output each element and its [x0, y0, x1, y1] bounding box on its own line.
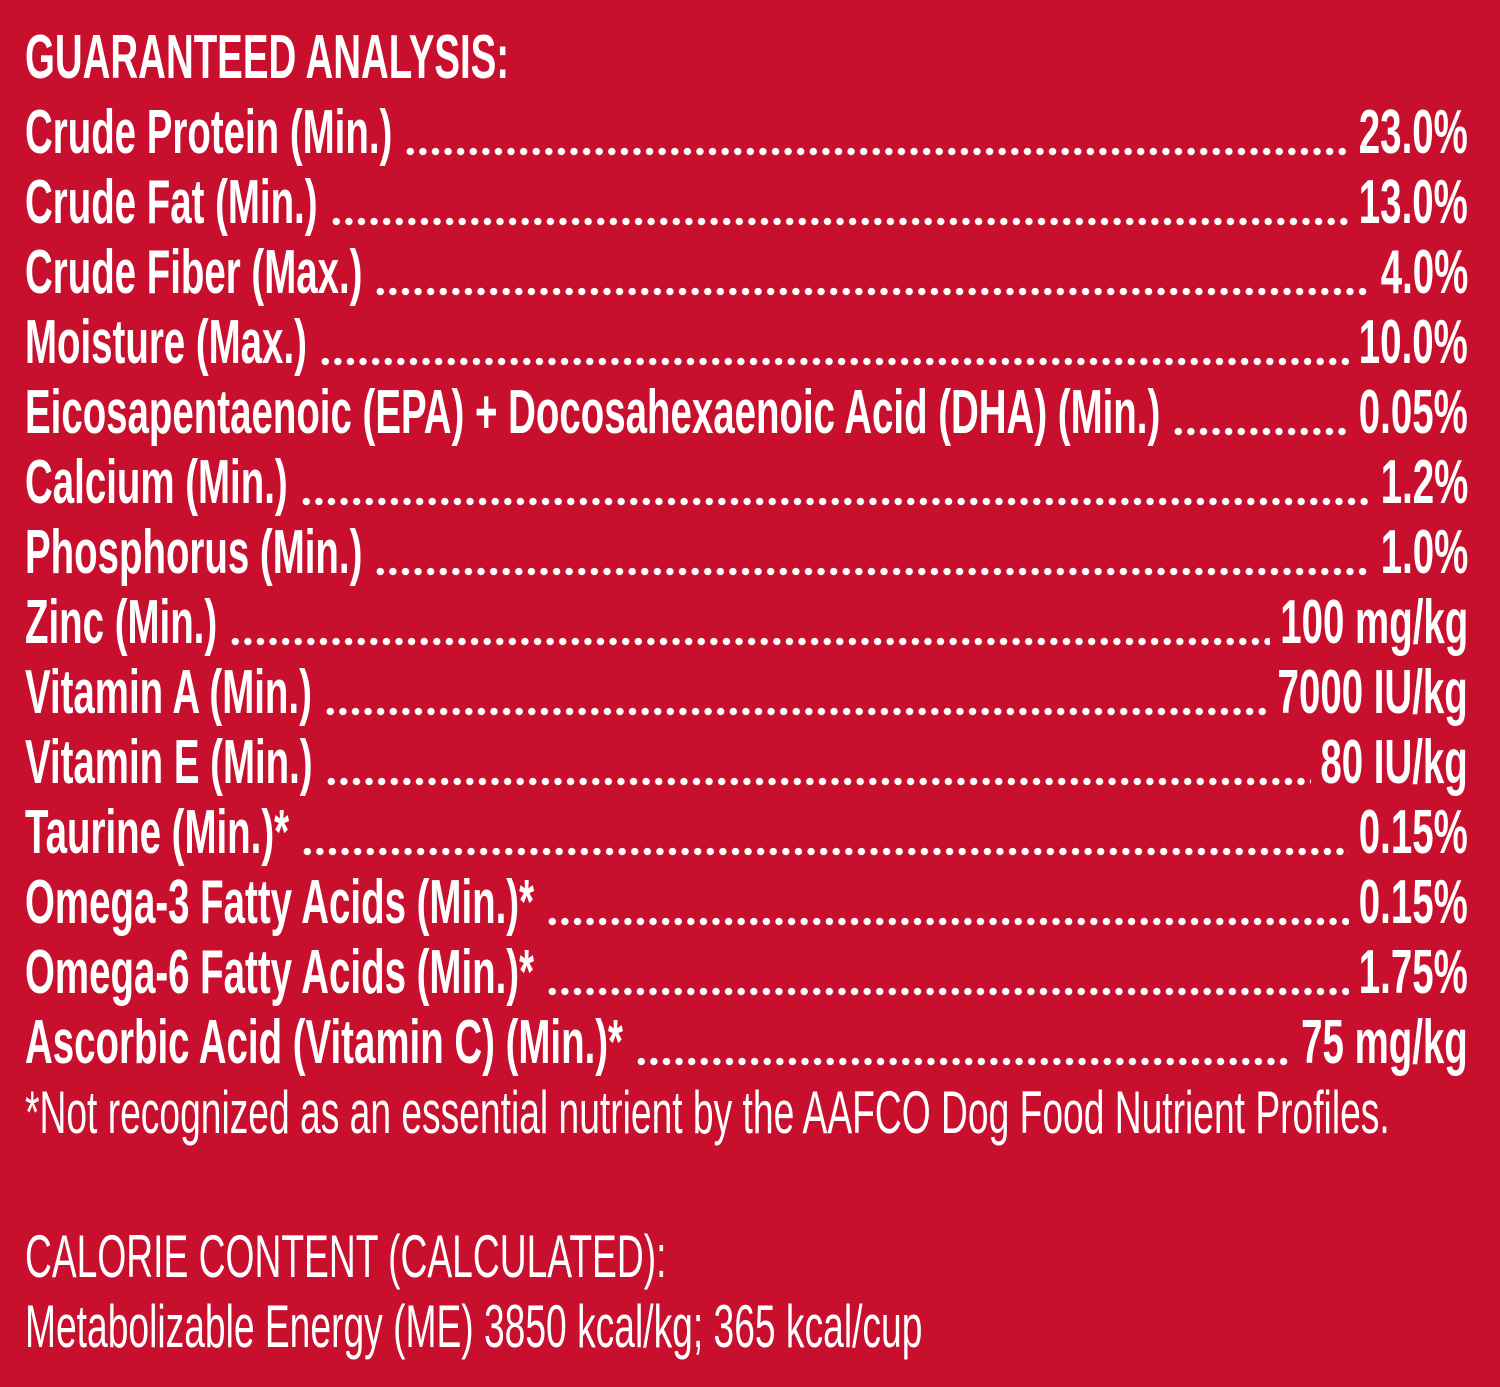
nutrient-label: Omega-3 Fatty Acids (Min.)* [25, 868, 535, 937]
nutrient-value: 80 IU/kg [1320, 728, 1468, 797]
nutrient-value: 13.0% [1358, 168, 1468, 237]
nutrient-value: 1.75% [1358, 938, 1468, 1007]
nutrient-value: 10.0% [1358, 308, 1468, 377]
dot-leader [299, 497, 1371, 506]
dot-leader [546, 987, 1349, 996]
nutrient-label: Calcium (Min.) [25, 448, 288, 517]
dot-leader [318, 357, 1349, 366]
dot-leader [329, 217, 1349, 226]
nutrient-value: 4.0% [1380, 238, 1468, 307]
dot-leader [404, 147, 1349, 156]
nutrient-value: 1.0% [1380, 518, 1468, 587]
nutrient-value: 75 mg/kg [1301, 1008, 1468, 1077]
nutrient-value: 100 mg/kg [1279, 588, 1468, 657]
dot-leader [374, 287, 1371, 296]
nutrient-label: Omega-6 Fatty Acids (Min.)* [25, 938, 535, 1007]
nutrient-value: 23.0% [1358, 98, 1468, 167]
nutrient-label: Zinc (Min.) [25, 588, 218, 657]
nutrient-value: 7000 IU/kg [1277, 658, 1468, 727]
nutrient-label: Crude Fat (Min.) [25, 168, 318, 237]
nutrient-label: Ascorbic Acid (Vitamin C) (Min.)* [25, 1008, 624, 1077]
nutrient-label: Crude Protein (Min.) [25, 98, 393, 167]
dot-leader [229, 637, 1270, 646]
nutrient-value: 1.2% [1380, 448, 1468, 517]
nutrient-label: Eicosapentaenoic (EPA) + Docosahexaenoic… [25, 378, 1161, 447]
dot-leader [324, 777, 1311, 786]
footnote: *Not recognized as an essential nutrient… [25, 1079, 1390, 1146]
nutrient-label: Moisture (Max.) [25, 308, 307, 377]
dot-leader [301, 847, 1349, 856]
nutrient-label: Taurine (Min.)* [25, 798, 290, 867]
nutrient-value: 0.15% [1358, 868, 1468, 937]
nutrient-label: Vitamin E (Min.) [25, 728, 313, 797]
dot-leader [323, 707, 1268, 716]
nutrient-label: Vitamin A (Min.) [25, 658, 312, 727]
dot-leader [1172, 427, 1349, 436]
calorie-text: Metabolizable Energy (ME) 3850 kcal/kg; … [25, 1293, 923, 1360]
nutrient-value: 0.15% [1358, 798, 1468, 867]
nutrient-value: 0.05% [1358, 378, 1468, 447]
dot-leader [546, 917, 1349, 926]
nutrient-label: Crude Fiber (Max.) [25, 238, 363, 307]
dot-leader [635, 1057, 1292, 1066]
section-title: GUARANTEED ANALYSIS: [25, 23, 510, 92]
nutrient-label: Phosphorus (Min.) [25, 518, 363, 587]
dot-leader [374, 567, 1371, 576]
calorie-heading: CALORIE CONTENT (CALCULATED): [25, 1223, 667, 1290]
